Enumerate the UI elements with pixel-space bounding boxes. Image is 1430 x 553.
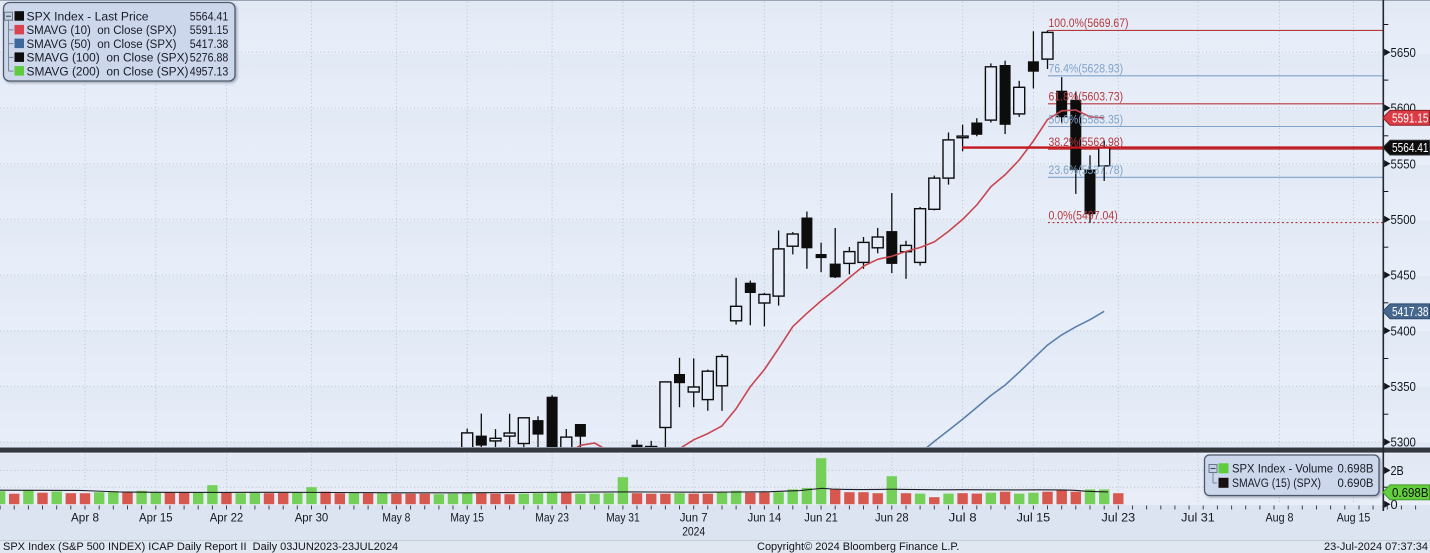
svg-text:2024: 2024	[682, 525, 705, 539]
svg-text:0.698B: 0.698B	[1392, 486, 1429, 500]
svg-text:Apr 30: Apr 30	[295, 511, 329, 525]
svg-text:100.0%(5669.67): 100.0%(5669.67)	[1049, 16, 1129, 30]
svg-text:SPX Index (S&P 500 INDEX) ICAP: SPX Index (S&P 500 INDEX) ICAP Daily Rep…	[3, 541, 398, 553]
svg-text:5650: 5650	[1391, 45, 1416, 60]
svg-text:Jun 21: Jun 21	[804, 511, 838, 525]
svg-text:SMAVG (200) on Close (SPX): SMAVG (200) on Close (SPX)	[27, 64, 189, 78]
svg-text:SPX Index - Volume: SPX Index - Volume	[1232, 462, 1333, 476]
svg-text:May 15: May 15	[450, 511, 484, 525]
svg-text:4957.13: 4957.13	[190, 64, 229, 78]
svg-text:5276.88: 5276.88	[190, 51, 229, 65]
svg-text:Jul 8: Jul 8	[949, 511, 977, 525]
svg-text:2B: 2B	[1391, 463, 1404, 478]
svg-text:May 23: May 23	[535, 511, 569, 525]
svg-text:SMAVG (100) on Close (SPX): SMAVG (100) on Close (SPX)	[27, 51, 189, 65]
svg-text:Jun 14: Jun 14	[748, 511, 782, 525]
svg-text:SPX Index - Last Price: SPX Index - Last Price	[27, 9, 149, 23]
svg-text:5300: 5300	[1391, 435, 1416, 450]
svg-text:Copyright© 2024 Bloomberg Fina: Copyright© 2024 Bloomberg Finance L.P.	[757, 541, 959, 553]
svg-text:23-Jul-2024 07:37:34: 23-Jul-2024 07:37:34	[1324, 541, 1428, 553]
svg-text:0.698B: 0.698B	[1338, 462, 1374, 476]
svg-text:5417.38: 5417.38	[1392, 305, 1429, 319]
svg-text:Jul 31: Jul 31	[1181, 511, 1215, 525]
svg-text:23.6%(5537.78): 23.6%(5537.78)	[1049, 163, 1124, 177]
svg-text:0.0%(5497.04): 0.0%(5497.04)	[1049, 208, 1118, 222]
svg-text:5550: 5550	[1391, 156, 1416, 171]
svg-text:50.0%(5583.35): 50.0%(5583.35)	[1049, 112, 1124, 126]
svg-text:Apr 22: Apr 22	[210, 511, 244, 525]
svg-text:5400: 5400	[1391, 323, 1416, 338]
svg-text:5564.41: 5564.41	[190, 9, 229, 23]
svg-text:Apr 8: Apr 8	[71, 511, 99, 525]
svg-text:Jun 7: Jun 7	[680, 511, 708, 525]
svg-text:May 8: May 8	[382, 511, 410, 525]
svg-text:5500: 5500	[1391, 212, 1416, 227]
svg-text:SMAVG (10) on Close (SPX): SMAVG (10) on Close (SPX)	[27, 23, 177, 37]
svg-text:0: 0	[1391, 497, 1398, 512]
svg-text:5564.41: 5564.41	[1392, 141, 1429, 155]
svg-text:Jul 15: Jul 15	[1017, 511, 1051, 525]
svg-text:76.4%(5628.93): 76.4%(5628.93)	[1049, 62, 1124, 76]
svg-text:5591.15: 5591.15	[190, 23, 229, 37]
svg-text:0.690B: 0.690B	[1338, 476, 1374, 490]
svg-text:61.8%(5603.73): 61.8%(5603.73)	[1049, 90, 1124, 104]
svg-text:SMAVG (50) on Close (SPX): SMAVG (50) on Close (SPX)	[27, 37, 177, 51]
svg-text:38.2%(5562.98): 38.2%(5562.98)	[1049, 135, 1124, 149]
svg-text:5450: 5450	[1391, 268, 1416, 283]
svg-text:Jun 28: Jun 28	[875, 511, 909, 525]
svg-text:May 31: May 31	[606, 511, 640, 525]
svg-text:5350: 5350	[1391, 379, 1416, 394]
svg-text:5591.15: 5591.15	[1392, 111, 1429, 125]
svg-text:SMAVG (15) (SPX): SMAVG (15) (SPX)	[1232, 476, 1321, 490]
svg-text:Aug 8: Aug 8	[1266, 511, 1294, 525]
svg-text:Aug 15: Aug 15	[1337, 511, 1371, 525]
svg-text:Apr 15: Apr 15	[139, 511, 173, 525]
svg-text:Jul 23: Jul 23	[1102, 511, 1136, 525]
svg-text:5417.38: 5417.38	[190, 37, 229, 51]
